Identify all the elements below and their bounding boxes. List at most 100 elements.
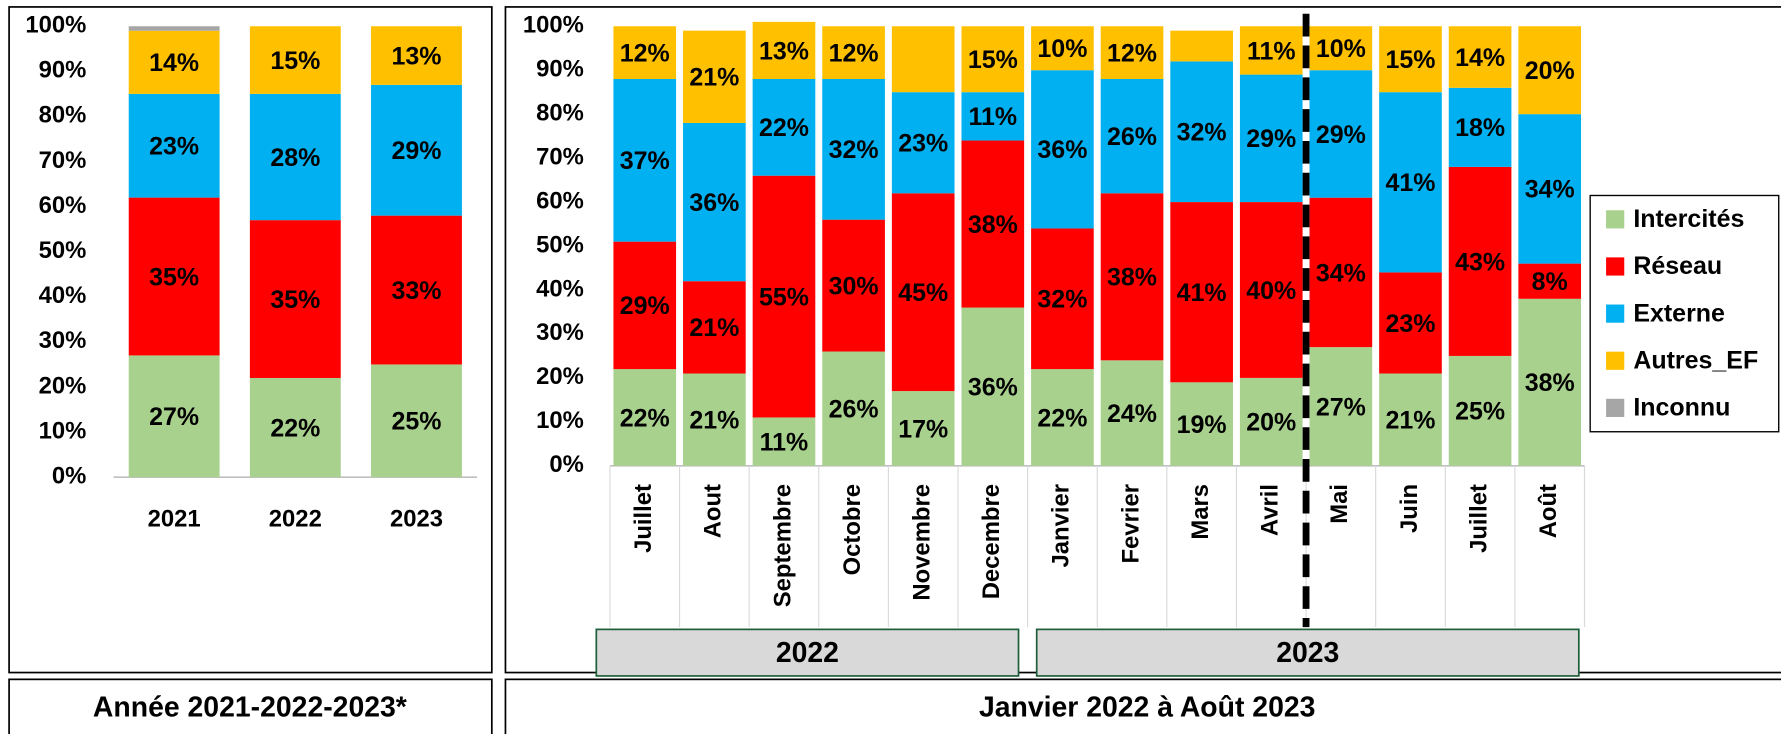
x-tick-label: Fevrier bbox=[1117, 484, 1144, 564]
x-tick-label: Juillet bbox=[1465, 484, 1492, 553]
caption: Janvier 2022 à Août 2023 bbox=[979, 691, 1316, 723]
y-tick-label: 70% bbox=[536, 143, 584, 170]
y-tick-label: 40% bbox=[39, 282, 87, 309]
data-label: 45% bbox=[898, 279, 948, 307]
data-label: 8% bbox=[1532, 268, 1568, 296]
x-tick-label: Juin bbox=[1396, 484, 1423, 533]
x-tick-label: Mars bbox=[1187, 484, 1214, 540]
data-label: 33% bbox=[391, 277, 441, 305]
bar-segment bbox=[613, 369, 677, 466]
bar-segment bbox=[1518, 26, 1582, 115]
data-label: 15% bbox=[270, 47, 320, 75]
bar-segment bbox=[683, 373, 746, 466]
legend-swatch bbox=[1606, 257, 1625, 276]
data-label: 12% bbox=[1107, 39, 1157, 67]
y-tick-label: 60% bbox=[39, 192, 87, 219]
x-tick-label: Novembre bbox=[908, 484, 935, 601]
data-label: 27% bbox=[1316, 393, 1366, 421]
bar-segment bbox=[1100, 26, 1164, 79]
data-label: 29% bbox=[620, 292, 670, 320]
bar-segment bbox=[1309, 26, 1373, 71]
bar-segment bbox=[1031, 70, 1094, 229]
data-label: 25% bbox=[391, 408, 441, 436]
data-label: 38% bbox=[968, 211, 1018, 239]
legend-swatch bbox=[1606, 398, 1625, 417]
bar-segment bbox=[1309, 197, 1373, 348]
bar-segment bbox=[1379, 26, 1442, 93]
data-label: 30% bbox=[829, 272, 879, 300]
bar-segment bbox=[961, 26, 1025, 93]
data-label: 27% bbox=[149, 403, 199, 431]
bar-segment bbox=[613, 78, 677, 242]
group-box bbox=[595, 628, 1020, 677]
bar-segment bbox=[683, 30, 746, 123]
bar-segment bbox=[961, 307, 1025, 466]
bar-segment bbox=[1239, 26, 1303, 75]
data-label: 22% bbox=[1037, 404, 1087, 432]
data-label: 34% bbox=[1525, 176, 1575, 204]
legend-swatch bbox=[1606, 304, 1625, 323]
y-tick-label: 10% bbox=[39, 417, 87, 444]
bar-segment bbox=[961, 92, 1025, 141]
bar-segment bbox=[1518, 114, 1582, 264]
bar-segment bbox=[128, 355, 220, 478]
legend-label: Autres_EF bbox=[1633, 346, 1758, 374]
bar-segment bbox=[891, 391, 955, 466]
bar-segment bbox=[1170, 202, 1233, 383]
bar-segment bbox=[371, 84, 462, 216]
bar-segment bbox=[752, 175, 816, 418]
x-tick-label: Septembre bbox=[769, 484, 796, 607]
data-label: 24% bbox=[1107, 400, 1157, 428]
bar-segment bbox=[128, 197, 220, 356]
bar-segment bbox=[1448, 166, 1512, 356]
data-label: 38% bbox=[1107, 264, 1157, 292]
data-label: 21% bbox=[689, 314, 739, 342]
y-tick-label: 40% bbox=[536, 275, 584, 302]
data-label: 22% bbox=[759, 114, 809, 142]
bar-segment bbox=[1379, 272, 1442, 374]
data-label: 23% bbox=[149, 133, 199, 161]
bar-segment bbox=[1518, 298, 1582, 466]
x-tick-label: Mai bbox=[1326, 484, 1353, 524]
caption-frame bbox=[8, 678, 493, 734]
legend-label: Inconnu bbox=[1633, 394, 1730, 422]
y-tick-label: 100% bbox=[523, 12, 584, 39]
bar-segment bbox=[1100, 193, 1164, 361]
data-label: 23% bbox=[1385, 310, 1435, 338]
y-tick-label: 90% bbox=[536, 56, 584, 83]
y-tick-label: 10% bbox=[536, 407, 584, 434]
bar-segment bbox=[891, 26, 955, 93]
bar-segment bbox=[1448, 87, 1512, 167]
x-tick-label: 2022 bbox=[269, 506, 322, 533]
bar-segment bbox=[1170, 61, 1233, 203]
bar-segment bbox=[128, 26, 220, 31]
group-label: 2022 bbox=[776, 637, 839, 669]
data-label: 10% bbox=[1037, 35, 1087, 63]
group-box bbox=[1035, 628, 1580, 677]
y-tick-label: 30% bbox=[39, 327, 87, 354]
bar-segment bbox=[249, 93, 341, 221]
data-label: 25% bbox=[1455, 398, 1505, 426]
group-label: 2023 bbox=[1276, 637, 1339, 669]
y-tick-label: 70% bbox=[39, 147, 87, 174]
data-label: 23% bbox=[898, 130, 948, 158]
data-label: 29% bbox=[1246, 125, 1296, 153]
bar-segment bbox=[1448, 26, 1512, 88]
bar-segment bbox=[371, 26, 462, 85]
y-tick-label: 50% bbox=[39, 237, 87, 264]
y-tick-label: 100% bbox=[25, 12, 86, 39]
data-label: 11% bbox=[760, 429, 809, 457]
bar-segment bbox=[128, 30, 220, 94]
bar-segment bbox=[371, 215, 462, 365]
data-label: 32% bbox=[1037, 286, 1087, 314]
data-label: 21% bbox=[1385, 407, 1435, 435]
legend-swatch bbox=[1606, 210, 1625, 229]
bar-segment bbox=[1518, 263, 1582, 299]
data-label: 15% bbox=[968, 46, 1018, 74]
legend-swatch bbox=[1606, 351, 1625, 370]
data-label: 34% bbox=[1316, 259, 1366, 287]
data-label: 19% bbox=[1177, 411, 1227, 439]
y-tick-label: 90% bbox=[39, 57, 87, 84]
x-tick-label: Juillet bbox=[630, 484, 657, 553]
data-label: 29% bbox=[1316, 121, 1366, 149]
